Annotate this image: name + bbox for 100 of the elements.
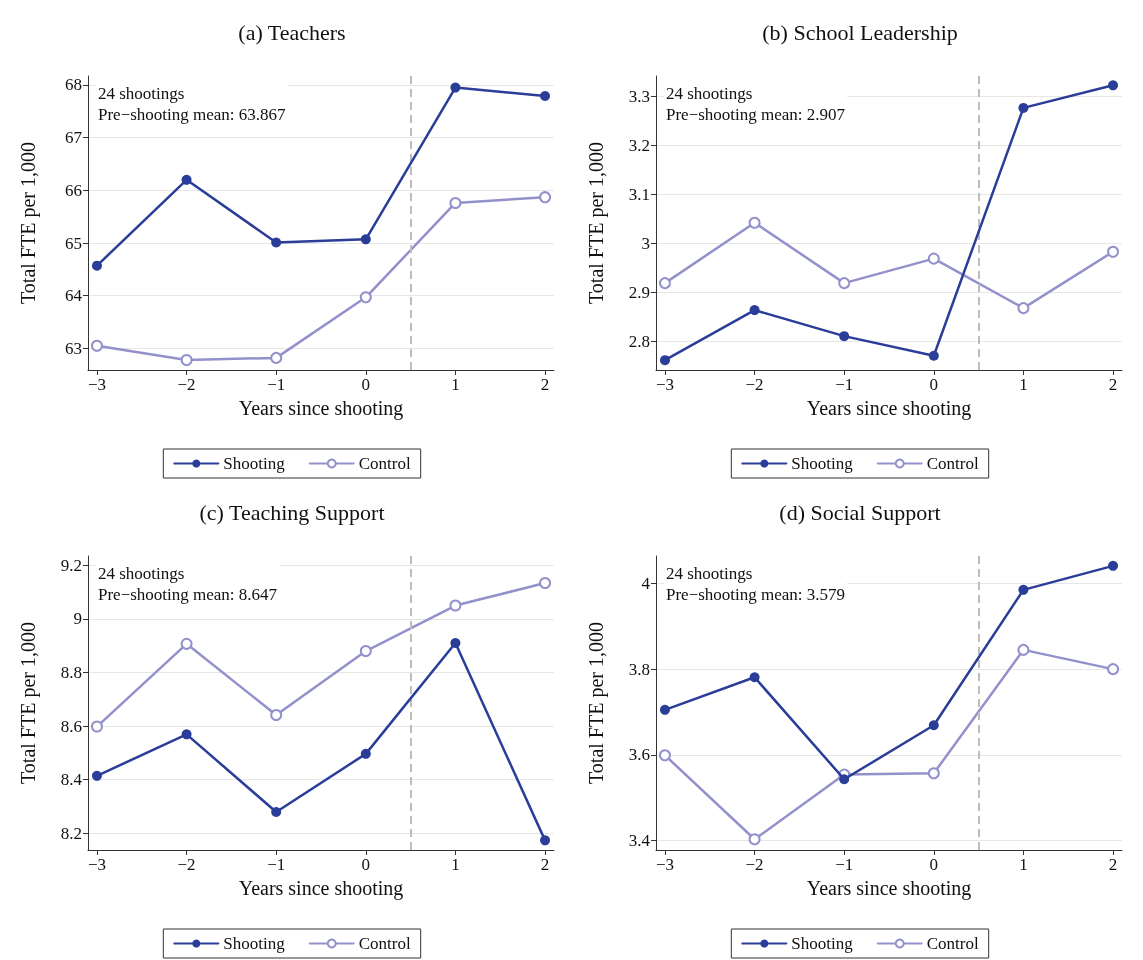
point: [449, 196, 462, 209]
x-tick-label: −1: [835, 375, 854, 394]
x-tick-label: −2: [177, 855, 196, 874]
x-tick-label: −1: [267, 375, 286, 394]
point: [360, 234, 371, 245]
point: [450, 82, 461, 93]
x-tick-label: 2: [540, 375, 550, 394]
x-tick-label: −1: [267, 855, 286, 874]
point: [658, 749, 671, 762]
x-tick-label: 1: [1019, 855, 1028, 874]
chart-title: (c) Teaching Support: [199, 499, 385, 525]
point: [360, 748, 371, 759]
point: [1107, 245, 1120, 258]
y-tick-label: 64: [65, 286, 83, 306]
y-tick-label: 3.3: [628, 86, 650, 106]
point: [1017, 302, 1030, 315]
x-tick-label: −2: [177, 375, 196, 394]
point: [359, 645, 372, 658]
x-tick-label: 1: [451, 855, 460, 874]
point: [1107, 663, 1120, 676]
y-tick-label: 8.4: [60, 770, 83, 790]
legend-label: Control: [358, 454, 411, 473]
x-tick-label: 0: [929, 375, 939, 394]
point: [659, 704, 670, 715]
point: [1018, 102, 1029, 113]
y-tick-label: 8.8: [60, 662, 82, 682]
point: [539, 577, 552, 590]
point: [450, 638, 461, 649]
x-tick-label: 0: [361, 855, 371, 874]
legend-label: Shooting: [791, 934, 854, 953]
x-axis-title: Years since shooting: [806, 877, 972, 900]
point: [839, 774, 850, 785]
x-axis-title: Years since shooting: [238, 397, 404, 420]
x-tick-label: 1: [1019, 375, 1028, 394]
point: [1108, 560, 1119, 571]
point: [1108, 80, 1119, 91]
point: [839, 331, 850, 342]
point: [181, 174, 192, 185]
y-tick-label: 2.9: [628, 282, 650, 302]
y-axis-title: Total FTE per 1,000: [17, 622, 40, 784]
y-axis-title: Total FTE per 1,000: [17, 142, 40, 304]
x-tick-label: 2: [1108, 855, 1118, 874]
y-tick-label: 66: [65, 180, 82, 200]
point: [1017, 643, 1030, 656]
point: [928, 350, 939, 361]
chart-title: (d) Social Support: [779, 499, 941, 525]
point: [359, 291, 372, 304]
y-axis-title: Total FTE per 1,000: [585, 622, 608, 784]
point: [270, 709, 283, 722]
point: [928, 720, 939, 731]
point: [91, 770, 102, 781]
y-tick-label: 63: [65, 338, 82, 358]
x-tick-label: −2: [745, 375, 764, 394]
y-tick-label: 8.6: [60, 716, 82, 736]
y-tick-label: 3.2: [628, 135, 650, 155]
point: [449, 599, 462, 612]
x-tick-label: 1: [451, 375, 460, 394]
point: [540, 835, 551, 846]
point: [748, 833, 761, 846]
annotation: 24 shootings: [666, 84, 753, 103]
x-tick-label: 2: [540, 855, 550, 874]
y-tick-label: 2.8: [628, 332, 650, 352]
point: [180, 353, 193, 366]
y-tick-label: 68: [65, 75, 82, 95]
point: [658, 277, 671, 290]
x-tick-label: −3: [655, 375, 675, 394]
legend-label: Shooting: [223, 934, 286, 953]
chart-title: (a) Teachers: [238, 19, 346, 45]
x-tick-label: 2: [1108, 375, 1118, 394]
annotation: 24 shootings: [98, 84, 185, 103]
point: [749, 672, 760, 683]
point: [1018, 584, 1029, 595]
x-tick-label: −3: [87, 375, 107, 394]
y-tick-label: 4: [641, 573, 651, 593]
legend-label: Shooting: [791, 454, 854, 473]
point: [180, 637, 193, 650]
point: [927, 252, 940, 265]
point: [270, 351, 283, 364]
y-tick-label: 67: [65, 128, 83, 148]
point: [271, 237, 282, 248]
x-tick-label: −3: [655, 855, 675, 874]
point: [749, 305, 760, 316]
x-tick-label: −3: [87, 855, 107, 874]
annotation: 24 shootings: [98, 564, 185, 583]
point: [927, 767, 940, 780]
point: [748, 216, 761, 229]
y-tick-label: 8.2: [60, 823, 82, 843]
y-tick-label: 9.2: [60, 555, 82, 575]
x-axis-title: Years since shooting: [806, 397, 972, 420]
legend-label: Shooting: [223, 454, 286, 473]
chart-title: (b) School Leadership: [762, 19, 958, 45]
point: [181, 729, 192, 740]
point: [540, 91, 551, 102]
legend-label: Control: [926, 454, 979, 473]
annotation: Pre−shooting mean: 3.579: [666, 585, 846, 604]
y-tick-label: 3: [641, 233, 650, 253]
x-tick-label: 0: [929, 855, 939, 874]
point: [659, 355, 670, 366]
y-tick-label: 3.6: [628, 745, 650, 765]
y-tick-label: 65: [65, 233, 82, 253]
